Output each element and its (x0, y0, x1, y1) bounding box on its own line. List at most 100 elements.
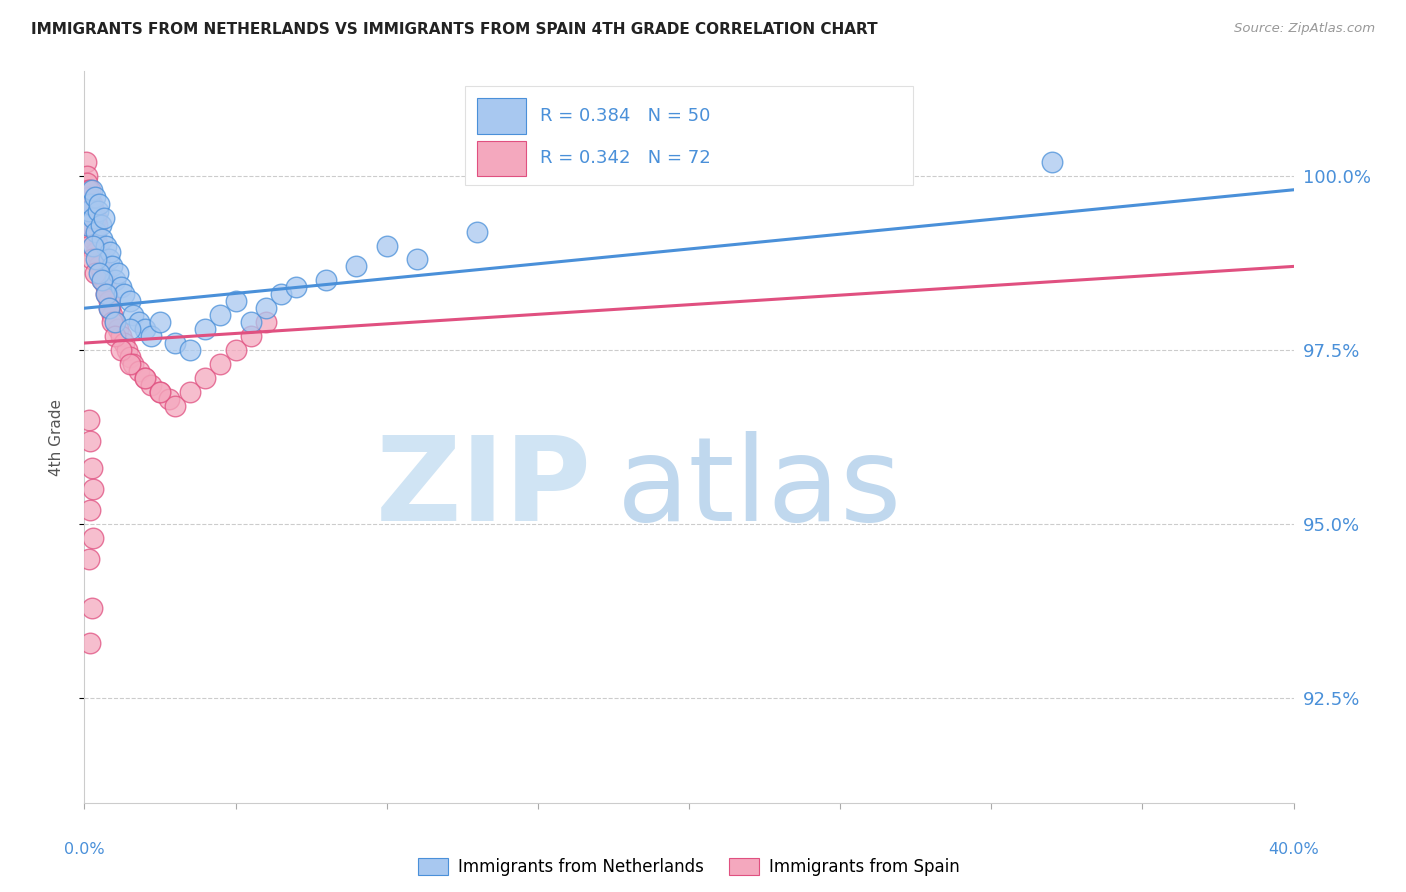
Y-axis label: 4th Grade: 4th Grade (49, 399, 63, 475)
Point (80, 461, 103, 475)
Point (134, 322, 156, 336)
Point (139, 377, 162, 392)
Point (84, 225, 107, 239)
Point (738, 148, 761, 162)
Point (84, 211, 107, 225)
Point (375, 238, 398, 252)
Point (104, 315, 127, 329)
Point (80, 196, 103, 211)
Point (115, 343, 138, 357)
Point (225, 343, 247, 357)
Point (77, 238, 100, 252)
Point (76, 203, 98, 218)
Point (225, 294, 247, 309)
Point (93, 211, 115, 225)
Point (91, 231, 114, 245)
Point (82, 531, 104, 545)
Point (82, 238, 104, 252)
Point (76, 169, 98, 183)
Point (91, 273, 114, 287)
Point (80, 600, 103, 615)
Point (128, 315, 150, 329)
Point (107, 266, 129, 280)
Point (77, 203, 100, 218)
Point (89, 266, 111, 280)
Point (121, 357, 143, 371)
Point (91, 273, 114, 287)
Point (104, 329, 127, 343)
Point (94, 238, 117, 252)
Point (118, 357, 141, 371)
Point (79, 635, 101, 649)
Point (79, 218, 101, 232)
Point (97, 294, 120, 309)
Point (346, 260, 368, 274)
Point (467, 225, 489, 239)
Point (128, 364, 150, 378)
Point (104, 315, 127, 329)
Point (406, 252, 429, 267)
Point (239, 329, 262, 343)
Point (93, 273, 115, 287)
Point (86, 245, 108, 260)
FancyBboxPatch shape (465, 86, 912, 185)
Point (94, 287, 117, 301)
Text: 0.0%: 0.0% (65, 842, 104, 856)
Point (79, 503, 101, 517)
Point (79, 196, 101, 211)
Point (79, 196, 101, 211)
Point (77, 412, 100, 426)
Point (84, 266, 107, 280)
Point (94, 287, 117, 301)
Point (82, 483, 104, 497)
Point (110, 329, 132, 343)
Point (82, 211, 104, 225)
Point (194, 371, 217, 385)
Point (79, 183, 101, 197)
Point (86, 218, 108, 232)
Point (80, 183, 103, 197)
Point (82, 211, 104, 225)
Point (79, 434, 101, 448)
Point (80, 252, 103, 267)
Point (89, 196, 111, 211)
Point (100, 308, 122, 322)
Point (107, 322, 129, 336)
Point (112, 287, 135, 301)
Point (110, 280, 132, 294)
Point (121, 308, 143, 322)
Point (97, 301, 120, 316)
Point (112, 336, 135, 351)
Point (77, 183, 100, 197)
Point (96, 287, 118, 301)
Point (90, 260, 112, 274)
Point (118, 322, 141, 336)
Text: atlas: atlas (616, 431, 901, 546)
Point (82, 218, 104, 232)
Text: ZIP: ZIP (377, 431, 592, 546)
Point (285, 280, 308, 294)
Point (110, 343, 132, 357)
Point (270, 287, 292, 301)
Point (97, 301, 120, 316)
Point (75, 155, 97, 169)
Point (239, 315, 262, 329)
Point (315, 273, 337, 287)
Point (87, 203, 110, 218)
Point (254, 301, 277, 316)
Point (134, 371, 156, 385)
Point (165, 336, 187, 351)
Point (194, 322, 217, 336)
Text: Source: ZipAtlas.com: Source: ZipAtlas.com (1234, 22, 1375, 36)
Point (139, 329, 162, 343)
Point (100, 260, 122, 274)
Point (254, 315, 277, 329)
Point (118, 294, 141, 309)
FancyBboxPatch shape (478, 141, 526, 176)
Text: R = 0.342   N = 72: R = 0.342 N = 72 (540, 149, 711, 168)
Text: 40.0%: 40.0% (1268, 842, 1319, 856)
Point (149, 384, 172, 399)
Point (84, 190, 107, 204)
Point (209, 308, 232, 322)
Text: IMMIGRANTS FROM NETHERLANDS VS IMMIGRANTS FROM SPAIN 4TH GRADE CORRELATION CHART: IMMIGRANTS FROM NETHERLANDS VS IMMIGRANT… (31, 22, 877, 37)
